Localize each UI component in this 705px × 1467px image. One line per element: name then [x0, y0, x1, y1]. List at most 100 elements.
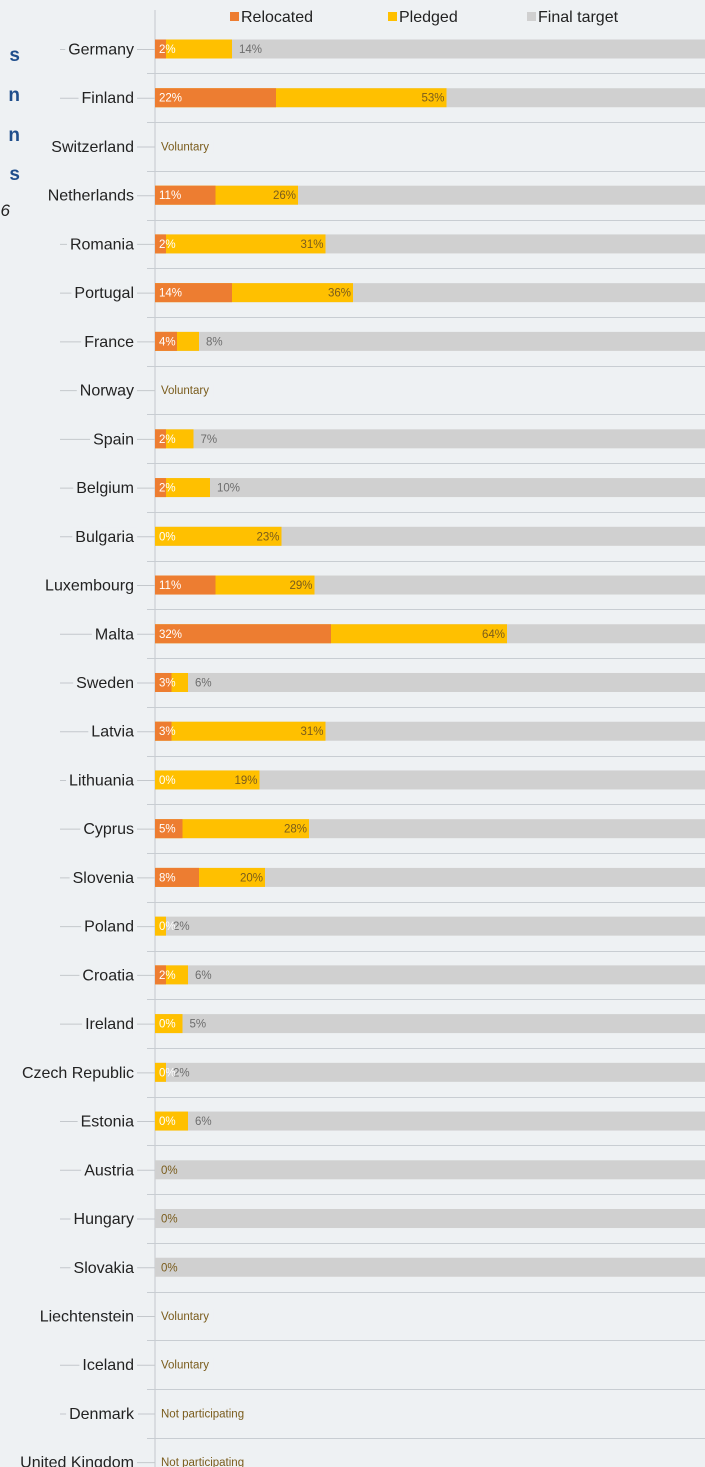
relocated-bar — [155, 234, 166, 254]
relocated-bar — [155, 867, 199, 887]
pledged-value-label: 2% — [173, 1067, 190, 1079]
pledged-value-label: 23% — [256, 531, 279, 543]
country-label: Iceland — [82, 1357, 134, 1374]
country-label: Cyprus — [83, 821, 134, 838]
label-background — [70, 1209, 137, 1228]
label-background — [88, 722, 138, 741]
relocated-bar — [155, 721, 172, 741]
note-background — [157, 1357, 214, 1372]
relocated-bar — [155, 88, 276, 108]
label-background — [69, 868, 138, 887]
relocated-value-label: 2% — [159, 483, 176, 495]
country-label: Malta — [95, 626, 134, 643]
pledged-value-label: 0% — [161, 1262, 178, 1274]
relocated-value-label: 3% — [159, 677, 176, 689]
relocated-value-label: 32% — [159, 629, 182, 641]
relocated-bar — [155, 965, 166, 985]
pledged-bar — [155, 526, 282, 546]
note-background — [157, 383, 214, 398]
relocated-bar — [155, 672, 172, 692]
final-target-bar — [155, 867, 705, 887]
final-target-bar — [155, 672, 705, 692]
legend-swatch — [527, 12, 536, 21]
relocated-bar — [155, 478, 166, 498]
pledged-value-label: 28% — [284, 824, 307, 836]
country-label: United Kingdom — [20, 1455, 134, 1467]
relocated-value-label: 0% — [159, 1019, 176, 1031]
country-label: Bulgaria — [75, 529, 134, 546]
country-label: Estonia — [81, 1114, 134, 1131]
country-label: Netherlands — [48, 188, 134, 205]
row-note: Not participating — [161, 1457, 244, 1467]
relocated-bar — [155, 624, 331, 644]
final-target-bar — [155, 1014, 705, 1034]
country-label: Germany — [68, 42, 134, 59]
relocated-value-label: 4% — [159, 336, 176, 348]
country-label: Latvia — [91, 724, 134, 741]
note-background — [157, 1308, 214, 1323]
final-target-bar — [155, 770, 705, 790]
pledged-value-label: 36% — [328, 288, 351, 300]
country-label: Portugal — [74, 285, 134, 302]
pledged-bar — [155, 1111, 188, 1131]
pledged-value-label: 26% — [273, 190, 296, 202]
final-target-bar — [155, 1062, 705, 1082]
row-note: Not participating — [161, 1408, 244, 1420]
pledged-value-label: 6% — [195, 1116, 212, 1128]
legend-swatch — [388, 12, 397, 21]
country-label: Austria — [84, 1162, 134, 1179]
pledged-bar — [155, 1062, 166, 1082]
pledged-bar — [155, 234, 326, 254]
relocated-value-label: 2% — [159, 239, 176, 251]
country-label: Liechtenstein — [40, 1308, 134, 1325]
label-background — [81, 1160, 138, 1179]
pledged-value-label: 29% — [289, 580, 312, 592]
pledged-bar — [155, 39, 232, 59]
label-background — [42, 576, 137, 595]
country-label: Romania — [70, 236, 134, 253]
pledged-value-label: 20% — [240, 872, 263, 884]
label-background — [71, 283, 137, 302]
country-label: Poland — [84, 919, 134, 936]
note-background — [157, 1406, 249, 1421]
relocated-bar — [155, 185, 216, 205]
row-note: Voluntary — [161, 1311, 209, 1323]
label-background — [77, 1112, 138, 1131]
country-label: Hungary — [74, 1211, 134, 1228]
relocated-value-label: 2% — [159, 434, 176, 446]
pledged-value-label: 5% — [190, 1019, 207, 1031]
relocated-value-label: 14% — [159, 288, 182, 300]
final-target-bar — [155, 1209, 705, 1229]
final-target-bar — [155, 1257, 705, 1277]
relocated-value-label: 0% — [159, 1067, 176, 1079]
country-label: Spain — [93, 431, 134, 448]
legend-label: Final target — [538, 9, 619, 26]
country-label: Denmark — [69, 1406, 135, 1423]
note-background — [157, 1455, 249, 1467]
country-label: Slovenia — [73, 870, 134, 887]
relocated-bar — [155, 283, 232, 303]
title-fragment: s — [9, 164, 20, 185]
pledged-bar — [155, 721, 326, 741]
relocated-value-label: 0% — [159, 531, 176, 543]
relocated-value-label: 0% — [159, 1116, 176, 1128]
final-target-bar — [155, 916, 705, 936]
label-background — [76, 381, 137, 400]
relocated-value-label: 11% — [159, 190, 181, 202]
country-label: France — [84, 334, 134, 351]
country-label: Lithuania — [69, 772, 134, 789]
country-label: Ireland — [85, 1016, 134, 1033]
title-fragment: s — [9, 45, 20, 66]
relocated-value-label: 22% — [159, 93, 182, 105]
country-label: Switzerland — [51, 139, 134, 156]
pledged-bar — [155, 1014, 183, 1034]
label-background — [73, 673, 137, 692]
country-label: Finland — [82, 90, 134, 107]
pledged-value-label: 53% — [421, 93, 444, 105]
pledged-value-label: 19% — [234, 775, 257, 787]
row-note: Voluntary — [161, 385, 209, 397]
legend-label: Pledged — [399, 9, 458, 26]
final-target-bar — [155, 331, 705, 351]
relocated-bar — [155, 429, 166, 449]
